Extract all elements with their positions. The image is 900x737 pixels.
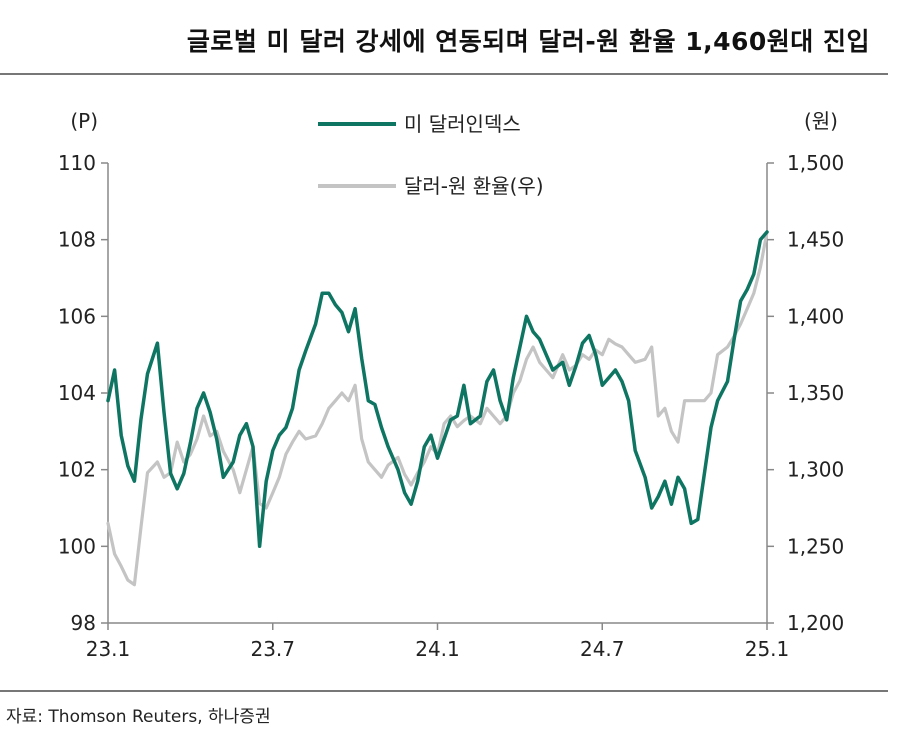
right-tick-label: 1,300 — [787, 458, 844, 482]
legend-label-usdkrw: 달러-원 환율(우) — [404, 174, 544, 198]
left-tick-label: 102 — [58, 458, 96, 482]
right-tick-label: 1,200 — [787, 611, 844, 635]
x-tick-label: 25.1 — [745, 637, 790, 661]
right-tick-label: 1,350 — [787, 381, 844, 405]
right-tick-label: 1,400 — [787, 304, 844, 328]
x-tick-label: 24.7 — [580, 637, 625, 661]
series-line-usd-index — [106, 230, 769, 549]
left-axis-unit: (P) — [70, 109, 98, 133]
series-line-usdkrw — [106, 230, 769, 587]
left-tick-label: 108 — [58, 228, 96, 252]
series-layer — [106, 230, 769, 587]
left-tick-label: 100 — [58, 534, 96, 558]
left-tick-label: 104 — [58, 381, 96, 405]
bottom-divider — [0, 690, 888, 692]
legend: 미 달러인덱스 달러-원 환율(우) — [318, 112, 544, 198]
axes: (P) (원) 110 108 106 104 102 100 98 1,500 1,450 1,40… — [58, 109, 844, 661]
left-tick-label: 110 — [58, 151, 96, 175]
right-tick-label: 1,500 — [787, 151, 844, 175]
right-tick-label: 1,250 — [787, 534, 844, 558]
x-tick-label: 23.1 — [86, 637, 131, 661]
legend-label-usd-index: 미 달러인덱스 — [404, 112, 521, 136]
x-tick-label: 24.1 — [415, 637, 460, 661]
right-axis-unit: (원) — [804, 109, 838, 133]
chart-title: 글로벌 미 달러 강세에 연동되며 달러-원 환율 1,460원대 진입 — [186, 27, 870, 56]
left-tick-label: 106 — [58, 304, 96, 328]
left-tick-label: 98 — [71, 611, 96, 635]
x-tick-label: 23.7 — [250, 637, 295, 661]
source-note: 자료: Thomson Reuters, 하나증권 — [6, 707, 271, 727]
right-tick-label: 1,450 — [787, 228, 844, 252]
top-divider — [0, 73, 888, 75]
